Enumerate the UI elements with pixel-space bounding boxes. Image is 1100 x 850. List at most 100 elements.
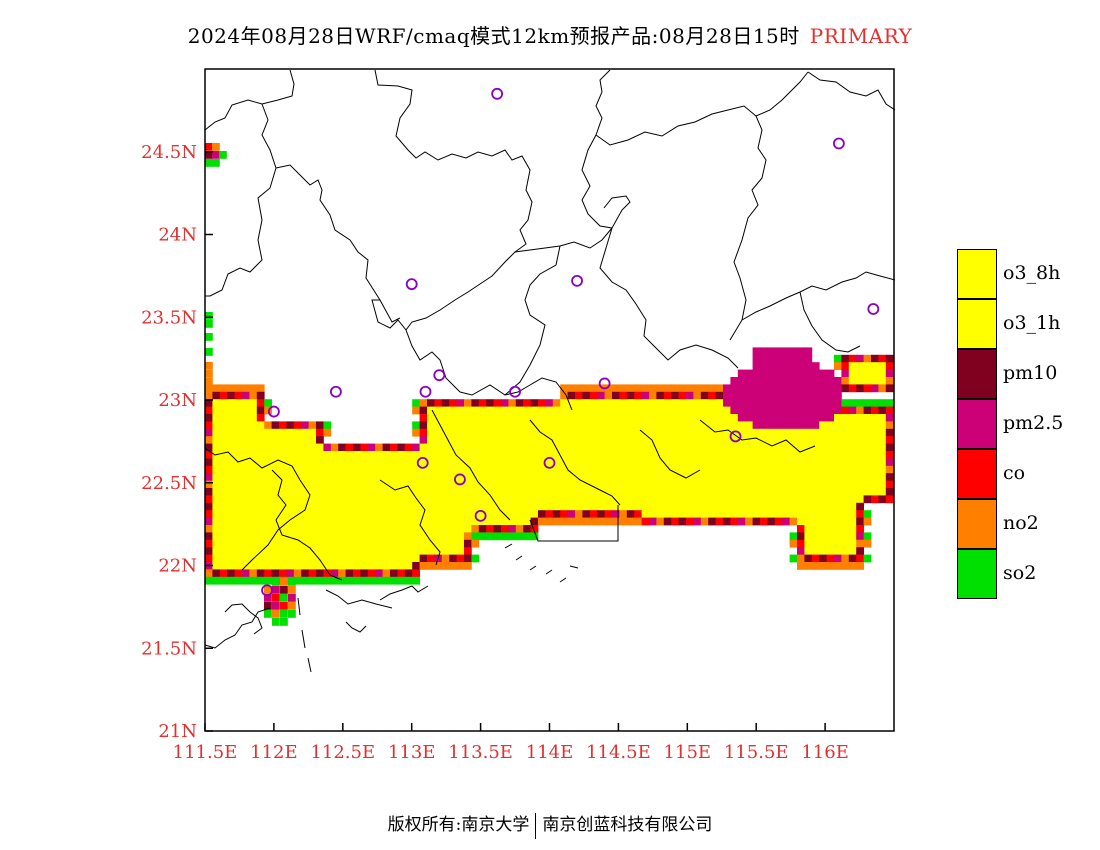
grid-cell [871, 421, 879, 430]
grid-cell [760, 510, 768, 518]
grid-cell [308, 458, 317, 467]
grid-cell [286, 465, 295, 474]
grid-cell [589, 436, 598, 444]
grid-cell [212, 576, 221, 585]
grid-cell [242, 502, 250, 511]
grid-cell [700, 406, 709, 415]
grid-cell [280, 586, 288, 594]
grid-cell [723, 480, 731, 489]
grid-cell [308, 569, 317, 578]
grid-cell [427, 458, 435, 467]
grid-cell [663, 451, 672, 459]
grid-cell [612, 510, 620, 518]
grid-cell [219, 562, 228, 570]
grid-cell [641, 510, 650, 518]
grid-cell [730, 458, 739, 467]
grid-cell [271, 451, 280, 459]
grid-cell [493, 436, 502, 444]
grid-cell [797, 384, 805, 393]
grid-cell [789, 377, 798, 385]
grid-cell [353, 443, 361, 452]
grid-cell [767, 369, 776, 378]
grid-cell [205, 428, 213, 437]
x-tick-label: 114E [526, 742, 574, 763]
grid-cell [612, 428, 620, 437]
grid-cell [856, 428, 864, 437]
grid-cell [449, 532, 457, 541]
grid-cell [441, 428, 450, 437]
grid-cell [271, 480, 280, 489]
grid-cell [449, 465, 457, 474]
grid-cell [486, 451, 494, 459]
grid-cell [478, 525, 487, 533]
grid-cell [530, 525, 539, 533]
grid-cell [760, 488, 768, 496]
grid-cell [789, 554, 798, 563]
grid-cell [552, 414, 561, 422]
grid-cell [316, 547, 324, 555]
grid-cell [560, 510, 568, 518]
grid-cell [478, 451, 487, 459]
x-tick-label: 111.5E [173, 742, 238, 763]
grid-cell [316, 421, 324, 430]
grid-cell [841, 495, 850, 504]
grid-cell [774, 362, 783, 370]
grid-cell [412, 525, 420, 533]
grid-cell [626, 488, 635, 496]
grid-cell [641, 399, 650, 407]
grid-cell [427, 488, 435, 496]
grid-cell [345, 532, 354, 541]
grid-cell [538, 436, 546, 444]
grid-cell [678, 399, 687, 407]
grid-cell [567, 443, 576, 452]
grid-cell [671, 517, 679, 526]
grid-cell [288, 578, 296, 586]
grid-cell [745, 406, 753, 415]
grid-cell [797, 480, 805, 489]
grid-cell [382, 458, 391, 467]
grid-cell [819, 539, 827, 548]
grid-cell [286, 436, 295, 444]
grid-cell [412, 406, 420, 415]
grid-cell [834, 517, 842, 526]
grid-cell [612, 421, 620, 430]
grid-cell [723, 517, 731, 526]
grid-cell [782, 488, 790, 496]
grid-cell [604, 480, 613, 489]
grid-cell [271, 443, 280, 452]
grid-cell [811, 406, 820, 415]
grid-cell [885, 443, 894, 452]
grid-cell [560, 488, 568, 496]
grid-cell [205, 320, 213, 328]
grid-cell [871, 399, 879, 407]
grid-cell [589, 473, 598, 481]
grid-cell [700, 502, 709, 511]
grid-cell [449, 428, 457, 437]
grid-cell [626, 510, 635, 518]
grid-cell [708, 473, 716, 481]
grid-cell [367, 502, 376, 511]
grid-cell [841, 428, 850, 437]
grid-cell [471, 406, 480, 415]
grid-cell [256, 532, 265, 541]
grid-cell [841, 354, 850, 363]
grid-cell [338, 562, 346, 570]
grid-cell [345, 539, 354, 548]
grid-cell [745, 377, 753, 385]
grid-cell [212, 151, 220, 159]
grid-cell [752, 399, 761, 407]
grid-cell [338, 547, 346, 555]
grid-cell [338, 451, 346, 459]
grid-cell [871, 443, 879, 452]
grid-cell [760, 384, 768, 393]
grid-cell [219, 414, 228, 422]
grid-cell [848, 421, 857, 430]
grid-cell [256, 547, 265, 555]
grid-cell [819, 443, 827, 452]
grid-cell [279, 428, 287, 437]
grid-cell [789, 347, 798, 356]
grid-cell [856, 458, 864, 467]
grid-cell [567, 384, 576, 393]
grid-cell [412, 502, 420, 511]
grid-cell [545, 406, 554, 415]
